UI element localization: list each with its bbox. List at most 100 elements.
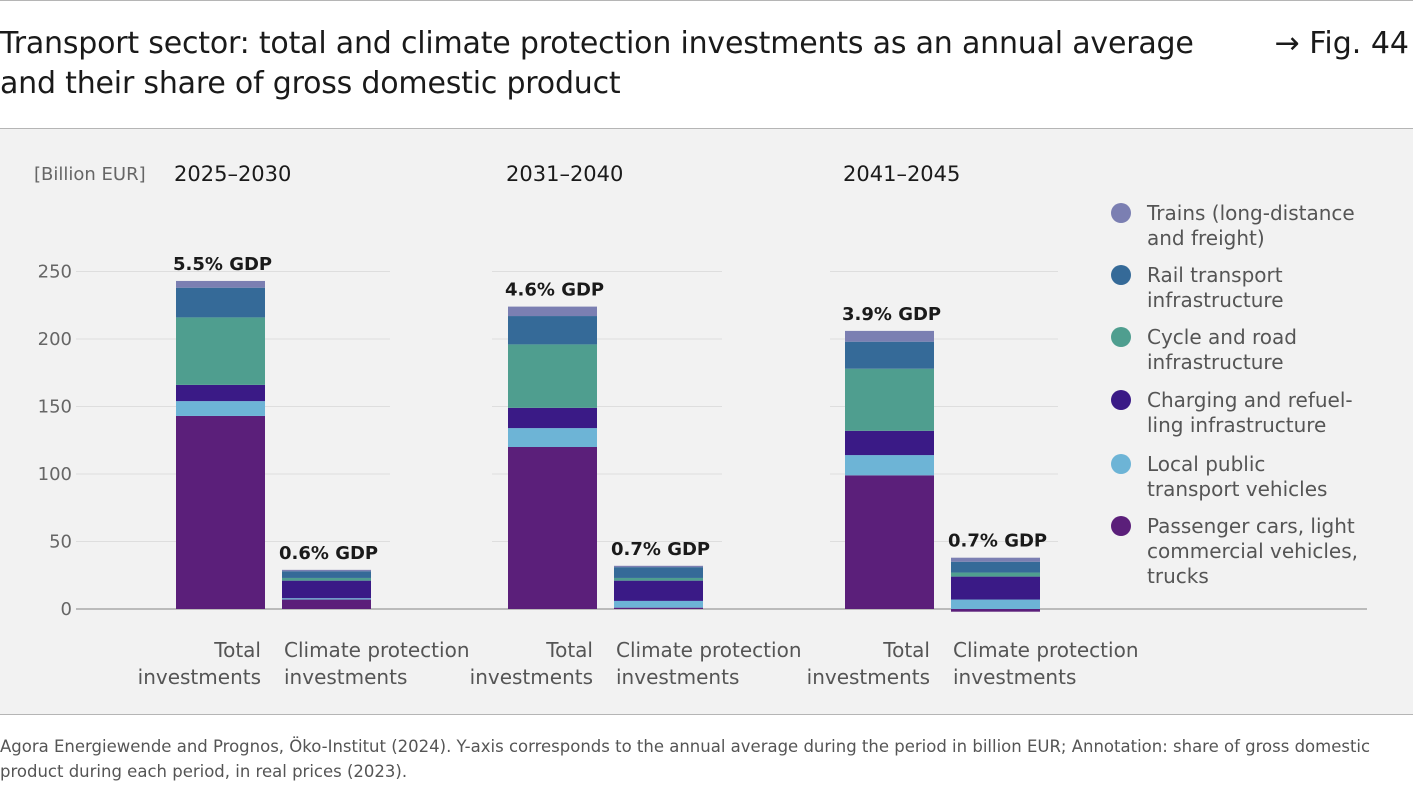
legend-swatch (1111, 454, 1131, 474)
bar-segment (951, 557, 1040, 562)
bar-segment (508, 428, 597, 447)
legend-label-line: ling infrastructure (1147, 413, 1326, 437)
x-category-label: Climate protection investments (616, 638, 802, 689)
legend-label: Trains (long-distance and freight) (1146, 201, 1355, 250)
legend-label: Charging and refuel-ling infrastructure (1147, 388, 1353, 437)
legend-label-line: and freight) (1147, 226, 1265, 250)
gdp-suffix: GDP (998, 531, 1047, 552)
legend-label: Passenger cars, light commercial vehicles… (1147, 514, 1358, 588)
bar-segment (845, 475, 934, 609)
bar-segment (614, 600, 703, 608)
x-category-label-line: investments (953, 665, 1076, 689)
legend-swatch (1111, 203, 1131, 223)
legend-label-line: infrastructure (1147, 288, 1284, 312)
legend-swatch (1111, 516, 1131, 536)
bar-segment (508, 407, 597, 429)
x-category-label-line: investments (616, 665, 739, 689)
bar-segment (845, 430, 934, 456)
x-category-label-line: investments (470, 665, 593, 689)
gdp-share-annotation: 0.7% GDP (948, 531, 1047, 552)
gdp-share-value: 5.5% (173, 254, 223, 275)
x-category-label: Total investments (138, 638, 261, 689)
bar-segment (951, 609, 1040, 612)
legend-label-line: trucks (1147, 564, 1209, 588)
gdp-suffix: GDP (555, 280, 604, 301)
y-tick-label: 0 (61, 599, 72, 620)
bar-segment (614, 577, 703, 581)
bar-segment (176, 384, 265, 402)
bar-segment (614, 607, 703, 609)
bar-segment (951, 599, 1040, 609)
gdp-share-value: 0.6% (279, 543, 329, 564)
bar-segment (282, 577, 371, 581)
bar-segment (176, 317, 265, 385)
bar-segment (176, 415, 265, 609)
x-category-label: Total investments (807, 638, 930, 689)
bar-segment (845, 341, 934, 369)
legend-label-line: Charging and refuel- (1147, 388, 1353, 412)
bar-segment (508, 447, 597, 609)
gdp-share-annotation: 0.7% GDP (611, 539, 710, 560)
bar-segment (282, 599, 371, 609)
bar-segment (951, 561, 1040, 573)
gdp-share-annotation: 5.5% GDP (173, 254, 272, 275)
x-category-label-line: Total (882, 638, 930, 662)
gdp-share-value: 0.7% (948, 531, 998, 552)
legend-label: Cycle and road infrastructure (1147, 325, 1297, 374)
period-label: 2041–2045 (843, 162, 960, 186)
gdp-share-annotation: 3.9% GDP (842, 304, 941, 325)
gdp-share-value: 3.9% (842, 304, 892, 325)
y-tick-label: 100 (38, 464, 72, 485)
x-category-label-line: investments (138, 665, 261, 689)
legend-label: Local public transport vehicles (1147, 452, 1327, 501)
bar-segment (508, 306, 597, 317)
x-category-label-line: Climate protection (284, 638, 470, 662)
bar-segment (176, 401, 265, 416)
x-category-label-line: Total (213, 638, 261, 662)
figure-reference: → Fig. 44 (1274, 26, 1409, 61)
gdp-suffix: GDP (661, 539, 710, 560)
legend-swatch (1111, 390, 1131, 410)
x-category-label-line: Climate protection (616, 638, 802, 662)
legend-label-line: Passenger cars, light (1147, 514, 1355, 538)
source-note: Agora Energiewende and Prognos, Öko-Inst… (0, 737, 1371, 781)
bar-segment (951, 576, 1040, 600)
bar-segment (951, 572, 1040, 577)
bar-segment (614, 580, 703, 601)
x-category-label: Climate protection investments (953, 638, 1139, 689)
x-category-label-line: Total (545, 638, 593, 662)
bar-segment (614, 567, 703, 578)
legend-label-line: infrastructure (1147, 350, 1284, 374)
gdp-share-annotation: 4.6% GDP (505, 280, 604, 301)
bar-segment (282, 580, 371, 599)
x-category-label-line: investments (284, 665, 407, 689)
gdp-suffix: GDP (892, 304, 941, 325)
x-category-label: Climate protection investments (284, 638, 470, 689)
y-tick-label: 150 (38, 397, 72, 418)
legend-swatch (1111, 327, 1131, 347)
page-title: Transport sector: total and climate prot… (0, 26, 1194, 101)
bar-segment (845, 368, 934, 431)
bar-segment (176, 287, 265, 318)
gdp-suffix: GDP (223, 254, 272, 275)
legend-label-line: Trains (long-distance (1146, 201, 1355, 225)
legend-label-line: Local public (1147, 452, 1265, 476)
legend-label-line: transport vehicles (1147, 477, 1327, 501)
bar-segment (508, 316, 597, 345)
bar-segment (282, 571, 371, 578)
x-category-label-line: investments (807, 665, 930, 689)
y-tick-label: 250 (38, 262, 72, 283)
gdp-share-annotation: 0.6% GDP (279, 543, 378, 564)
gdp-share-value: 0.7% (611, 539, 661, 560)
bar-segment (282, 598, 371, 600)
bar-segment (845, 455, 934, 476)
y-tick-label: 200 (38, 329, 72, 350)
period-label: 2031–2040 (506, 162, 623, 186)
y-tick-label: 50 (49, 532, 72, 553)
legend-swatch (1111, 265, 1131, 285)
legend-label-line: commercial vehicles, (1147, 539, 1358, 563)
chart-panel: [Billion EUR] 0 50 100 150 200 250 2025–2030 5.5… (0, 128, 1413, 715)
stacked-bar-chart: [Billion EUR] 0 50 100 150 200 250 2025–2030 5.5… (34, 162, 1367, 689)
legend-label-line: Cycle and road (1147, 325, 1297, 349)
bar-segment (508, 344, 597, 408)
